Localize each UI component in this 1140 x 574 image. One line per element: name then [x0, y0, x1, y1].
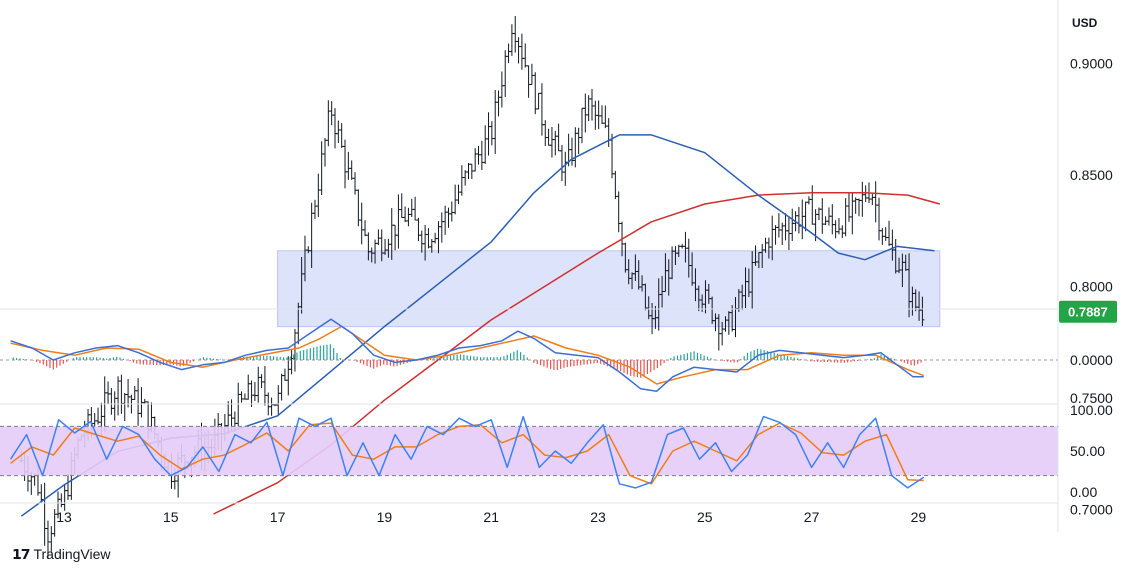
last-price-label: 0.7887: [1068, 305, 1108, 320]
x-tick-label: 23: [590, 509, 606, 525]
price-tick-label: 0.7000: [1070, 502, 1113, 518]
stochastic-k-line: [9, 415, 925, 489]
tradingview-brand[interactable]: 𝟭𝟳 TradingView: [12, 544, 111, 564]
support-zone: [277, 250, 941, 328]
macd-signal-line: [10, 325, 924, 385]
oscillator-tick-label: 0.00: [1070, 484, 1097, 500]
macd-tick-label: 0.0000: [1070, 352, 1113, 368]
x-tick-label: 21: [483, 509, 499, 525]
axes: USD: [0, 0, 1098, 532]
tradingview-logo-icon: 𝟭𝟳: [12, 545, 31, 562]
macd-panel: [0, 318, 1058, 392]
price-tick-label: 0.8500: [1070, 167, 1113, 183]
price-tick-label: 0.7500: [1070, 390, 1113, 406]
x-tick-label: 25: [697, 509, 713, 525]
axis-labels: 0.9000 0.8500 0.8000 0.7500 0.7000 0.7887 0.00…: [56, 56, 1117, 525]
price-tick-label: 0.9000: [1070, 56, 1113, 72]
price-tick-label: 0.8000: [1070, 279, 1113, 295]
macd-line: [10, 318, 924, 392]
x-tick-label: 13: [56, 509, 72, 525]
brand-name: TradingView: [33, 546, 111, 562]
x-tick-label: 19: [377, 509, 393, 525]
oscillator-tick-label: 50.00: [1070, 443, 1105, 459]
x-tick-label: 17: [270, 509, 286, 525]
currency-label: USD: [1072, 16, 1098, 30]
oscillator-tick-label: 100.00: [1070, 402, 1113, 418]
stochastic-d-line: [10, 422, 924, 485]
price-bar: [920, 296, 925, 327]
x-tick-label: 27: [804, 509, 820, 525]
x-tick-label: 29: [911, 509, 927, 525]
stochastic-panel: [0, 415, 1058, 489]
x-tick-label: 15: [163, 509, 179, 525]
last-price-badge: [1059, 300, 1117, 323]
